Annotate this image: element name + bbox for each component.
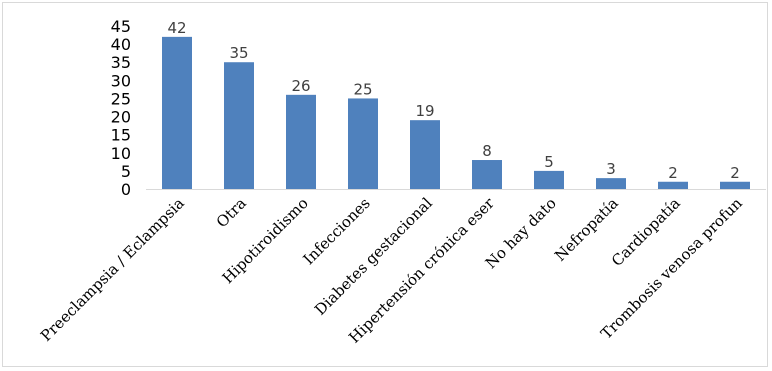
bar [472, 160, 502, 189]
bar [720, 181, 750, 189]
data-label: 35 [229, 44, 248, 62]
y-tick-label: 20 [111, 108, 131, 127]
bar [286, 94, 316, 189]
bar [348, 98, 378, 189]
data-label: 2 [730, 164, 740, 182]
x-axis-ticks: Preeclampsia / Eclampsia OtraHipotiroidis… [37, 194, 746, 347]
x-tick-label: Otra [213, 194, 250, 231]
x-tick-label: Preeclampsia / Eclampsia [37, 194, 188, 345]
bar [534, 170, 564, 189]
bar [410, 120, 440, 189]
y-tick-label: 10 [111, 144, 131, 163]
bar [224, 62, 254, 189]
y-tick-label: 30 [111, 71, 131, 90]
bars [162, 36, 750, 189]
data-label: 3 [606, 160, 616, 178]
data-label: 19 [415, 102, 434, 120]
data-labels: 42 35 26 25 19 8 5 3 2 2 [167, 19, 739, 182]
bar [658, 181, 688, 189]
y-tick-label: 35 [111, 53, 131, 72]
data-label: 5 [544, 153, 554, 171]
data-label: 8 [482, 142, 492, 160]
y-tick-label: 45 [111, 17, 131, 36]
x-tick-label: Diabetes gestacional [311, 194, 436, 319]
chart-frame [2, 2, 768, 367]
y-tick-label: 15 [111, 126, 131, 145]
data-label: 26 [291, 77, 310, 95]
data-label: 25 [353, 80, 372, 98]
bar [162, 36, 192, 189]
data-label: 42 [167, 19, 186, 37]
y-tick-label: 5 [121, 162, 131, 181]
bar [596, 178, 626, 189]
y-tick-label: 0 [121, 180, 131, 199]
y-tick-label: 25 [111, 89, 131, 108]
y-tick-label: 40 [111, 35, 131, 54]
data-label: 2 [668, 164, 678, 182]
